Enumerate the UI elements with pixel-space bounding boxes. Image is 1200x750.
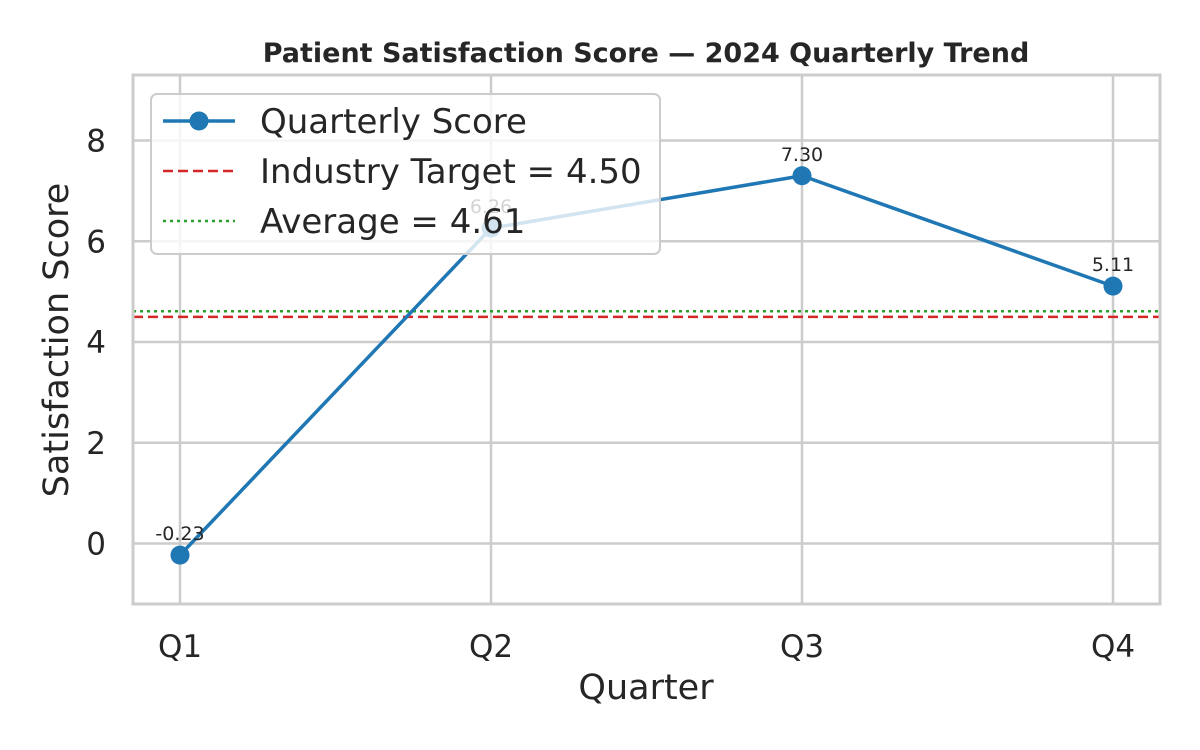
x-tick-labels: Q1 Q2 Q3 Q4 xyxy=(158,629,1135,665)
legend-item-quarterly-score: Quarterly Score xyxy=(163,102,527,142)
x-tick-label: Q3 xyxy=(780,629,824,665)
legend: Quarterly Score Industry Target = 4.50 Ave… xyxy=(150,93,661,255)
legend-box xyxy=(150,93,661,255)
y-tick-label: 4 xyxy=(86,325,106,361)
reference-lines xyxy=(133,310,1160,319)
legend-marker xyxy=(189,111,209,131)
data-point xyxy=(170,545,190,565)
chart-title: Patient Satisfaction Score — 2024 Quarte… xyxy=(263,38,1030,69)
legend-label: Average = 4.61 xyxy=(260,202,525,242)
legend-item-industry-target: Industry Target = 4.50 xyxy=(163,152,642,192)
data-label: 7.30 xyxy=(781,144,823,166)
x-tick-label: Q1 xyxy=(158,629,202,665)
data-point xyxy=(1103,276,1123,296)
y-tick-label: 6 xyxy=(86,224,106,260)
plot-frame xyxy=(131,73,1162,606)
x-tick-label: Q4 xyxy=(1091,629,1135,665)
legend-label: Quarterly Score xyxy=(260,102,527,142)
x-axis-label: Quarter xyxy=(578,668,714,708)
legend-label: Industry Target = 4.50 xyxy=(260,152,642,192)
x-tick-label: Q2 xyxy=(469,629,513,665)
y-tick-labels: 0 2 4 6 8 xyxy=(86,123,106,562)
y-tick-label: 2 xyxy=(86,426,106,462)
y-tick-label: 0 xyxy=(86,527,106,563)
legend-item-average: Average = 4.61 xyxy=(163,202,525,242)
y-tick-label: 8 xyxy=(86,123,106,159)
y-axis-label: Satisfaction Score xyxy=(37,183,77,498)
data-point xyxy=(792,166,812,186)
data-label: -0.23 xyxy=(155,523,204,545)
data-label: 5.11 xyxy=(1092,254,1134,276)
